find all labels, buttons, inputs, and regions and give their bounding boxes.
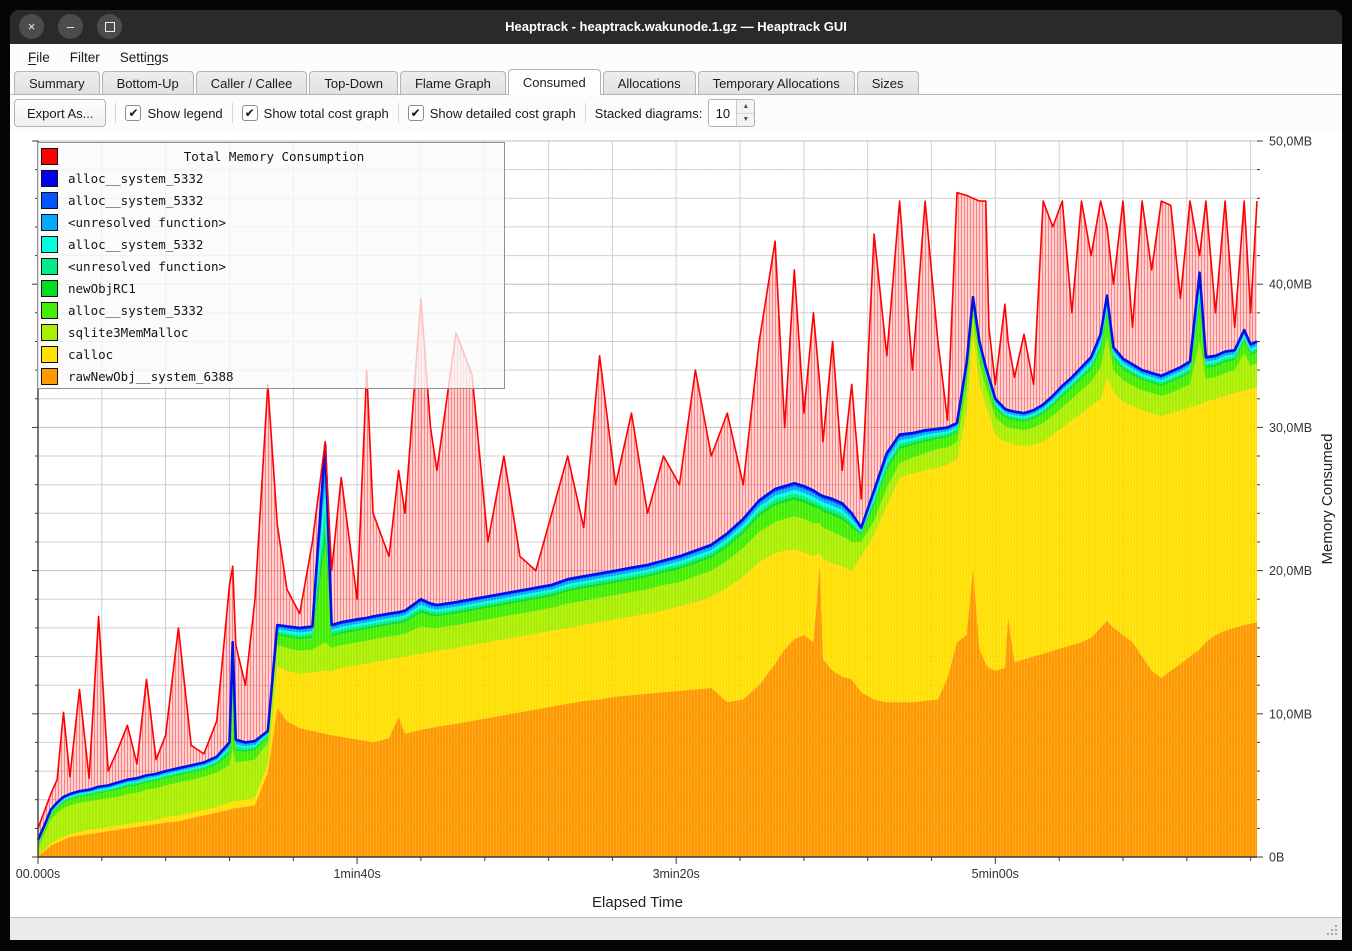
toolbar-separator xyxy=(584,103,586,123)
tab-consumed[interactable]: Consumed xyxy=(507,69,601,95)
x-tick-label: 3min20s xyxy=(653,867,700,881)
resize-grip[interactable] xyxy=(1335,933,1337,935)
checkbox-label: Show detailed cost graph xyxy=(429,105,576,121)
legend-label: alloc__system_5332 xyxy=(68,302,204,318)
legend-label: alloc__system_5332 xyxy=(68,170,204,186)
menu-item-file[interactable]: File xyxy=(28,49,50,65)
stacked-diagrams-spinbox[interactable]: 10 ▲ ▼ xyxy=(708,99,756,127)
tab-allocations[interactable]: Allocations xyxy=(602,71,696,95)
title-bar[interactable]: × – Heaptrack - heaptrack.wakunode.1.gz … xyxy=(10,10,1342,44)
stacked-diagrams-label: Stacked diagrams: xyxy=(594,105,703,121)
menu-item-settings[interactable]: Settings xyxy=(119,49,169,65)
chart-legend: Total Memory Consumption alloc__system_53… xyxy=(37,142,505,389)
checkbox-show-detailed-cost-graph[interactable]: ✔ Show detailed cost graph xyxy=(407,105,576,121)
y-axis-title: Memory Consumed xyxy=(1319,434,1336,565)
tab-top-down[interactable]: Top-Down xyxy=(309,71,398,95)
close-button[interactable]: × xyxy=(19,14,44,39)
legend-item: alloc__system_5332 xyxy=(38,167,504,189)
legend-swatch xyxy=(41,345,58,363)
legend-swatch xyxy=(41,301,58,319)
legend-label: <unresolved function> xyxy=(68,258,227,274)
minimize-button[interactable]: – xyxy=(58,14,83,39)
checkbox-show-total-cost-graph[interactable]: ✔ Show total cost graph xyxy=(241,105,389,121)
legend-swatch xyxy=(41,147,58,165)
tab-sizes[interactable]: Sizes xyxy=(856,71,919,95)
x-tick-label: 1min40s xyxy=(333,867,380,881)
toolbar-separator xyxy=(397,103,399,123)
consumed-chart-view: 0B 10,0MB 20,0MB 30,0MB 40,0MB 50,0MB 00.000s 1… xyxy=(10,131,1342,917)
legend-item: <unresolved function> xyxy=(38,255,504,277)
legend-label: calloc xyxy=(68,346,114,362)
legend-label: newObjRC1 xyxy=(68,280,136,296)
stacked-diagrams-value[interactable]: 10 xyxy=(715,105,731,121)
checkbox-icon[interactable]: ✔ xyxy=(407,105,424,121)
legend-swatch xyxy=(41,191,58,209)
tab-bottom-up[interactable]: Bottom-Up xyxy=(101,71,194,95)
tab-bar: Summary Bottom-Up Caller / Callee Top-Down F… xyxy=(10,69,1342,95)
legend-item: sqlite3MemMalloc xyxy=(38,321,504,343)
toolbar: Export As... ✔ Show legend ✔ Show total cos… xyxy=(10,95,1342,131)
checkbox-icon[interactable]: ✔ xyxy=(241,105,258,121)
y-tick-label: 40,0MB xyxy=(1269,278,1312,292)
legend-item: calloc xyxy=(38,343,504,365)
legend-swatch xyxy=(41,279,58,297)
y-tick-label: 10,0MB xyxy=(1269,707,1312,721)
legend-swatch xyxy=(41,235,58,253)
stack-top-line xyxy=(36,271,1258,841)
menu-bar: File Filter Settings xyxy=(10,44,1342,70)
checkbox-label: Show legend xyxy=(147,105,223,121)
x-axis-title: Elapsed Time xyxy=(592,894,683,911)
y-tick-label: 20,0MB xyxy=(1269,564,1312,578)
tab-caller-callee[interactable]: Caller / Callee xyxy=(195,71,308,95)
tab-flame-graph[interactable]: Flame Graph xyxy=(399,71,506,95)
legend-item: alloc__system_5332 xyxy=(38,189,504,211)
legend-swatch xyxy=(41,257,58,275)
checkbox-show-legend[interactable]: ✔ Show legend xyxy=(125,105,223,121)
spin-up-button[interactable]: ▲ xyxy=(737,100,755,114)
checkbox-label: Show total cost graph xyxy=(263,105,389,121)
x-tick-label: 5min00s xyxy=(972,867,1019,881)
legend-label: sqlite3MemMalloc xyxy=(68,324,189,340)
tab-summary[interactable]: Summary xyxy=(14,71,100,95)
legend-item: newObjRC1 xyxy=(38,277,504,299)
x-tick-label: 00.000s xyxy=(16,867,60,881)
y-tick-label: 50,0MB xyxy=(1269,135,1312,149)
legend-label: alloc__system_5332 xyxy=(68,236,204,252)
tab-bar-divider xyxy=(10,94,1342,95)
chart-host: 0B 10,0MB 20,0MB 30,0MB 40,0MB 50,0MB 00.000s 1… xyxy=(10,131,1342,922)
export-as-button[interactable]: Export As... xyxy=(14,99,107,127)
spin-down-button[interactable]: ▼ xyxy=(737,113,755,126)
toolbar-separator xyxy=(231,103,233,123)
toolbar-separator xyxy=(115,103,117,123)
legend-item: rawNewObj__system_6388 xyxy=(38,365,504,387)
legend-title-row: Total Memory Consumption xyxy=(38,145,504,167)
window-title: Heaptrack - heaptrack.wakunode.1.gz — He… xyxy=(505,19,847,34)
status-bar xyxy=(10,917,1342,940)
tab-temporary-allocations[interactable]: Temporary Allocations xyxy=(697,71,855,95)
legend-item: alloc__system_5332 xyxy=(38,299,504,321)
total-memory-line xyxy=(37,191,1258,829)
checkbox-icon[interactable]: ✔ xyxy=(125,105,142,121)
menu-item-filter[interactable]: Filter xyxy=(69,49,100,65)
legend-item: alloc__system_5332 xyxy=(38,233,504,255)
legend-swatch xyxy=(41,169,58,187)
memory-consumed-chart: 0B 10,0MB 20,0MB 30,0MB 40,0MB 50,0MB 00.000s 1… xyxy=(10,131,1342,917)
legend-swatch xyxy=(41,213,58,231)
y-tick-label: 30,0MB xyxy=(1269,421,1312,435)
maximize-button[interactable] xyxy=(97,14,122,39)
legend-item: <unresolved function> xyxy=(38,211,504,233)
legend-swatch xyxy=(41,323,58,341)
legend-label: alloc__system_5332 xyxy=(68,192,204,208)
y-tick-label: 0B xyxy=(1269,851,1284,865)
maximize-icon xyxy=(104,21,115,32)
legend-label: rawNewObj__system_6388 xyxy=(68,368,234,384)
legend-label: Total Memory Consumption xyxy=(183,148,365,164)
window-controls: × – xyxy=(19,14,122,39)
legend-label: <unresolved function> xyxy=(68,214,227,230)
legend-swatch xyxy=(41,367,58,385)
